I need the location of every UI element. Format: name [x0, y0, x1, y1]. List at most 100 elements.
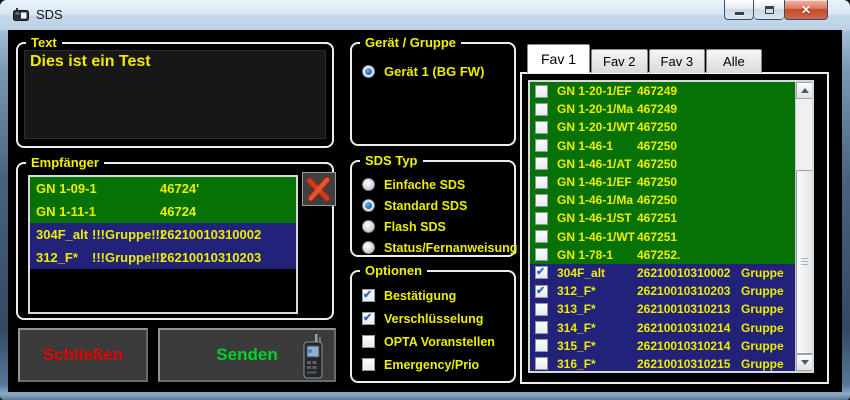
device-option-label: Gerät 1 (BG FW) [384, 64, 485, 79]
sds-type-radio-option[interactable]: Einfache SDS [362, 174, 510, 195]
message-text-input[interactable]: Dies ist ein Test [24, 50, 326, 139]
favorites-tab[interactable]: Fav 3 [648, 49, 706, 73]
favorite-checkbox-icon[interactable] [535, 157, 548, 171]
radio-icon [362, 241, 375, 254]
favorite-row[interactable]: 313_F* 26210010310213 Gruppe [530, 300, 812, 319]
delete-recipient-button[interactable] [302, 172, 336, 206]
favorite-checkbox-icon[interactable] [535, 120, 548, 134]
sds-type-radio-option[interactable]: Standard SDS [362, 195, 510, 216]
option-checkbox-row[interactable]: Emergency/Prio [362, 353, 510, 376]
favorite-type: Gruppe [741, 356, 784, 371]
recipient-name: GN 1-09-1 [36, 181, 97, 196]
recipient-row[interactable]: 304F_alt !!!Gruppe!!! 26210010310002 [30, 223, 296, 246]
sds-type-option-label: Einfache SDS [384, 177, 466, 192]
favorite-row[interactable]: 315_F* 26210010310214 Gruppe [530, 336, 812, 355]
favorite-number: 26210010310203 [637, 284, 731, 299]
favorite-row[interactable]: 314_F* 26210010310214 Gruppe [530, 318, 812, 337]
recipients-group-label: Empfänger [26, 155, 104, 171]
favorite-checkbox-icon[interactable] [535, 84, 548, 98]
option-label: Verschlüsselung [384, 311, 484, 326]
favorite-row[interactable]: GN 1-20-1/Ma 467249 [530, 100, 812, 119]
recipient-list[interactable]: GN 1-09-1 46724' GN 1-11-1 46724 304F_al… [28, 175, 298, 314]
options-checkbox-list: Bestätigung Verschlüsselung OPTA Voranst… [362, 284, 510, 376]
favorite-row[interactable]: GN 1-46-1/AT 467250 [530, 154, 812, 173]
recipient-group-flag: !!!Gruppe!!! [92, 227, 165, 242]
favorite-checkbox-icon[interactable] [535, 321, 548, 335]
favorite-name: 312_F* [557, 284, 596, 299]
favorite-row[interactable]: 312_F* 26210010310203 Gruppe [530, 282, 812, 301]
favorite-row[interactable]: GN 1-20-1/EF 467249 [530, 82, 812, 101]
close-icon: ✕ [800, 2, 812, 17]
recipient-number: 26210010310002 [160, 227, 262, 242]
favorite-checkbox-icon[interactable] [535, 102, 548, 116]
favorite-checkbox-icon[interactable] [535, 230, 548, 244]
option-checkbox-row[interactable]: Verschlüsselung [362, 307, 510, 330]
options-group: Optionen Bestätigung Verschlüsselung [350, 263, 516, 383]
favorites-tab[interactable]: Fav 1 [527, 44, 591, 73]
favorites-rows: GN 1-20-1/EF 467249 GN 1-20-1/Ma 467249 [530, 82, 812, 371]
favorites-panel: GN 1-20-1/EF 467249 GN 1-20-1/Ma 467249 [520, 72, 829, 384]
device-option-list: Gerät 1 (BG FW) [362, 60, 510, 83]
favorites-tab[interactable]: Fav 2 [591, 49, 648, 73]
red-x-icon [306, 176, 331, 202]
arrow-up-icon [800, 88, 809, 93]
recipient-row[interactable]: 312_F* !!!Gruppe!!! 26210010310203 [30, 246, 296, 269]
favorite-number: 467250 [637, 175, 678, 190]
favorite-checkbox-icon[interactable] [535, 193, 548, 207]
favorites-tab-label: Alle [723, 54, 745, 69]
favorite-number: 467250 [637, 120, 678, 135]
sds-type-radio-option[interactable]: Status/Fernanweisung [362, 237, 517, 258]
sds-type-radio-option[interactable]: Flash SDS [362, 216, 510, 237]
favorite-row[interactable]: GN 1-46-1/WT 467251 [530, 227, 812, 246]
minimize-button[interactable] [724, 0, 754, 20]
favorite-checkbox-icon[interactable] [535, 248, 548, 262]
favorite-type: Gruppe [741, 284, 784, 299]
recipient-row[interactable]: GN 1-09-1 46724' [30, 177, 296, 200]
option-label: Emergency/Prio [384, 357, 480, 372]
sds-type-option-label: Standard SDS [384, 198, 468, 213]
favorites-scrollbar[interactable] [795, 82, 812, 371]
favorite-checkbox-icon[interactable] [535, 265, 548, 280]
text-group: Text Dies ist ein Test [16, 35, 334, 148]
favorites-listbox[interactable]: GN 1-20-1/EF 467249 GN 1-20-1/Ma 467249 [528, 80, 814, 373]
favorite-name: 314_F* [557, 320, 596, 335]
close-window-button[interactable]: ✕ [784, 0, 828, 20]
titlebar[interactable]: SDS ✕ [0, 0, 850, 30]
scroll-up-button[interactable] [796, 82, 812, 99]
favorite-row[interactable]: GN 1-46-1/EF 467250 [530, 172, 812, 192]
favorite-checkbox-icon[interactable] [535, 211, 548, 225]
maximize-button[interactable] [754, 0, 784, 20]
favorite-row[interactable]: 304F_alt 26210010310002 Gruppe [530, 263, 812, 283]
recipient-number: 26210010310203 [160, 250, 262, 265]
favorite-number: 467251 [637, 229, 678, 244]
scroll-down-button[interactable] [796, 354, 812, 371]
option-checkbox-row[interactable]: OPTA Voranstellen [362, 330, 510, 353]
window-controls: ✕ [724, 0, 828, 20]
scrollbar-thumb[interactable] [796, 170, 812, 354]
favorite-row[interactable]: GN 1-20-1/WT 467250 [530, 118, 812, 137]
favorite-row[interactable]: GN 1-46-1/Ma 467250 [530, 191, 812, 210]
favorite-number: 467252. [637, 247, 681, 262]
favorite-checkbox-icon[interactable] [535, 284, 548, 298]
favorites-tab-label: Fav 3 [660, 54, 694, 69]
favorite-checkbox-icon[interactable] [535, 139, 548, 153]
favorite-row[interactable]: GN 1-78-1 467252. [530, 245, 812, 264]
option-checkbox-row[interactable]: Bestätigung [362, 284, 510, 307]
favorite-checkbox-icon[interactable] [535, 302, 548, 316]
favorite-checkbox-icon[interactable] [535, 175, 548, 189]
close-dialog-button[interactable]: Schließen [18, 328, 148, 382]
favorites-tab[interactable]: Alle [706, 49, 762, 73]
favorite-row[interactable]: GN 1-46-1 467250 [530, 136, 812, 155]
send-button[interactable]: Senden [158, 328, 336, 382]
device-radio-option[interactable]: Gerät 1 (BG FW) [362, 60, 510, 83]
recipient-group-flag: !!!Gruppe!!! [92, 250, 165, 265]
favorite-checkbox-icon[interactable] [535, 357, 548, 371]
favorite-type: Gruppe [741, 320, 784, 335]
device-group-label: Gerät / Gruppe [360, 35, 462, 51]
recipient-row[interactable]: GN 1-11-1 46724 [30, 200, 296, 223]
favorite-row[interactable]: 316_F* 26210010310215 Gruppe [530, 354, 812, 371]
window-title: SDS [36, 7, 63, 22]
favorite-checkbox-icon[interactable] [535, 339, 548, 353]
favorite-name: GN 1-20-1/WT [557, 120, 636, 135]
favorite-row[interactable]: GN 1-46-1/ST 467251 [530, 209, 812, 228]
